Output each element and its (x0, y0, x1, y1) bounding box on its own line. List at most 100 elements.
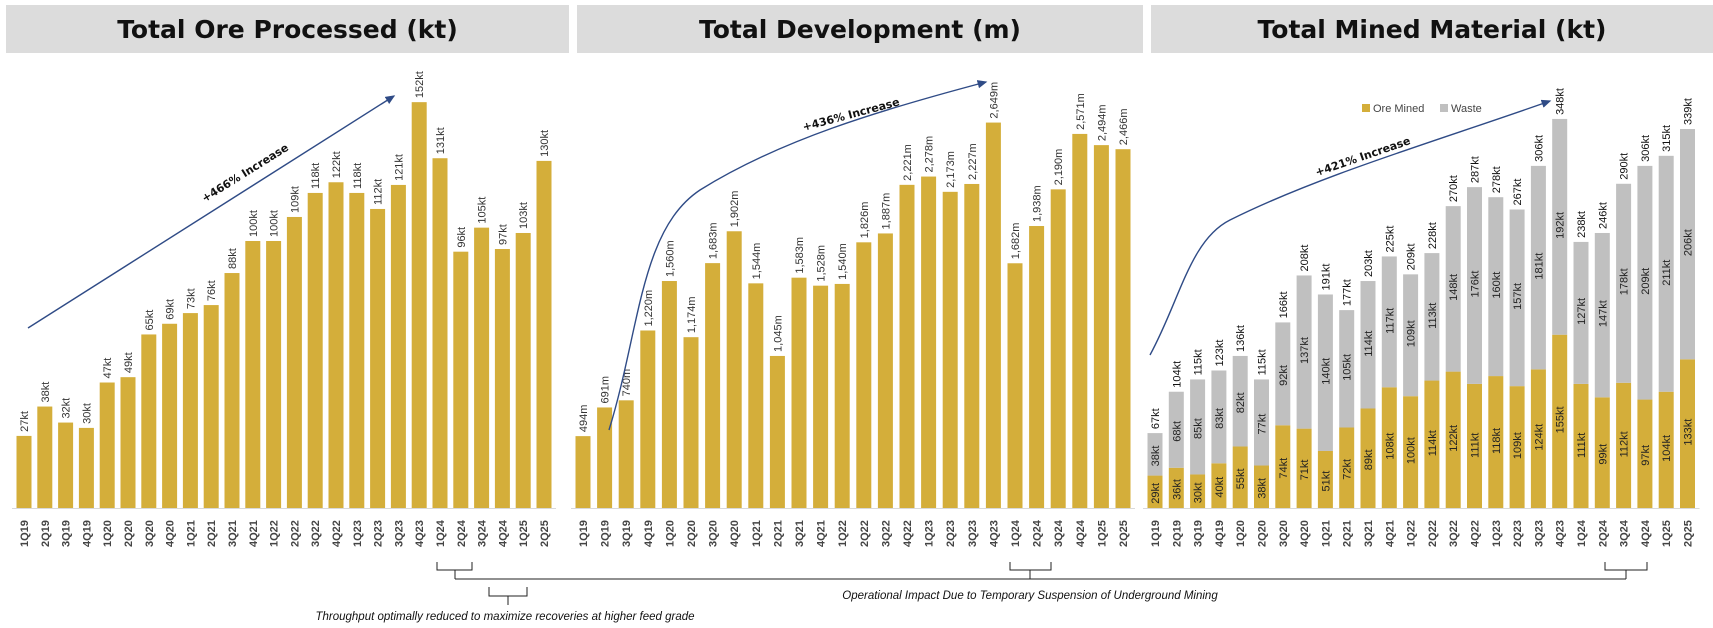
data-label: 2,571m (1075, 93, 1087, 130)
data-label: 38kt (40, 382, 52, 403)
x-tick-label: 1Q25 (1096, 520, 1108, 547)
bar-ore-mined (1530, 369, 1546, 508)
x-tick-label: 2Q20 (1257, 520, 1269, 547)
ore-mined-label: 99kt (1597, 444, 1609, 465)
data-label: 1,560m (664, 240, 676, 277)
growth-annotation-mined-material: +421% Increase (1314, 134, 1413, 179)
data-label: 1,583m (794, 237, 806, 274)
bar (985, 122, 1001, 509)
data-label: 494m (578, 405, 590, 433)
bar-waste (1573, 241, 1589, 384)
x-tick-label: 3Q20 (1278, 520, 1290, 547)
legend-swatch-ore-mined (1362, 104, 1370, 112)
x-tick-label: 2Q23 (373, 520, 385, 547)
bar (683, 337, 699, 508)
bar-ore-mined (1147, 475, 1163, 508)
bar (813, 285, 829, 508)
total-label: 225kt (1384, 226, 1396, 253)
bar-ore-mined (1594, 397, 1610, 508)
bar-waste (1317, 294, 1333, 451)
bar-waste (1360, 281, 1376, 409)
waste-label: 38kt (1150, 446, 1162, 467)
x-tick-label: 2Q21 (1342, 520, 1354, 547)
data-label: 100kt (269, 210, 281, 237)
data-label: 49kt (123, 352, 135, 373)
bar (141, 334, 157, 508)
bar-waste (1381, 256, 1397, 388)
bar (224, 273, 240, 508)
bar (1029, 226, 1045, 508)
data-label: 65kt (144, 310, 156, 331)
data-label: 131kt (435, 127, 447, 154)
bar (942, 191, 958, 509)
bar-ore-mined (1254, 465, 1269, 508)
x-tick-label: 2Q25 (1118, 520, 1130, 547)
bar-waste (1530, 165, 1546, 370)
bar (328, 182, 344, 508)
bar-ore-mined (1296, 428, 1312, 508)
bar-waste (1445, 206, 1461, 372)
bar (618, 400, 634, 508)
bar (769, 355, 785, 508)
x-tick-label: 1Q20 (664, 520, 676, 547)
total-label: 203kt (1363, 250, 1375, 277)
ore-mined-label: 108kt (1384, 433, 1396, 460)
growth-annotation-ore-processed: +466% Increase (199, 141, 291, 205)
total-label: 246kt (1597, 202, 1609, 229)
bar (1007, 263, 1023, 508)
bar (370, 208, 386, 508)
legend-label-waste: Waste (1451, 103, 1482, 115)
bar-waste (1254, 379, 1269, 466)
x-tick-label: 2Q21 (206, 520, 218, 547)
data-label: 73kt (185, 288, 197, 309)
data-label: 88kt (227, 248, 239, 269)
x-tick-label: 1Q20 (1235, 520, 1247, 547)
waste-label: 209kt (1640, 268, 1652, 295)
bar (474, 227, 490, 508)
x-tick-label: 3Q20 (708, 520, 720, 547)
waste-label: 147kt (1597, 300, 1609, 327)
total-label: 287kt (1470, 156, 1482, 183)
x-tick-label: 3Q20 (144, 520, 156, 547)
bar-ore-mined (1339, 427, 1355, 508)
data-label: 103kt (518, 202, 530, 229)
data-label: 69kt (165, 299, 177, 320)
x-tick-label: 4Q22 (1470, 520, 1482, 547)
x-tick-label: 4Q21 (1384, 520, 1396, 547)
x-tick-label: 4Q24 (1075, 519, 1087, 547)
ore-mined-label: 97kt (1640, 445, 1652, 466)
total-label: 67kt (1150, 408, 1162, 429)
bar (307, 192, 323, 508)
total-label: 306kt (1640, 135, 1652, 162)
bar-waste (1680, 128, 1695, 360)
bar (856, 242, 872, 508)
ore-mined-label: 104kt (1661, 435, 1673, 462)
chart-title-mined-material: Total Mined Material (kt) (1151, 5, 1713, 53)
bar-ore-mined (1616, 382, 1632, 508)
bar-ore-mined (1467, 383, 1482, 508)
bar-waste (1594, 232, 1610, 398)
x-tick-label: 4Q20 (165, 520, 177, 547)
bar (411, 102, 427, 508)
total-label: 177kt (1342, 279, 1354, 306)
bar (494, 249, 510, 508)
bar-waste (1637, 165, 1653, 400)
bar-ore-mined (1275, 425, 1291, 508)
waste-label: 117kt (1384, 308, 1396, 334)
ore-mined-label: 74kt (1278, 458, 1290, 479)
x-tick-label: 3Q23 (967, 520, 979, 547)
ore-mined-label: 155kt (1555, 406, 1567, 433)
x-tick-label: 2Q22 (859, 520, 871, 547)
x-tick-label: 1Q24 (1576, 519, 1588, 547)
bar (182, 313, 198, 508)
data-label: 2,278m (924, 136, 936, 173)
bar (1072, 133, 1088, 508)
x-tick-label: 4Q20 (729, 520, 741, 547)
bar-waste (1339, 310, 1355, 428)
bar-waste (1424, 253, 1440, 381)
bar (877, 233, 893, 508)
bracket-mined-material (1604, 562, 1648, 579)
waste-label: 181kt (1533, 253, 1545, 280)
bar (899, 184, 915, 509)
bar (78, 427, 94, 508)
